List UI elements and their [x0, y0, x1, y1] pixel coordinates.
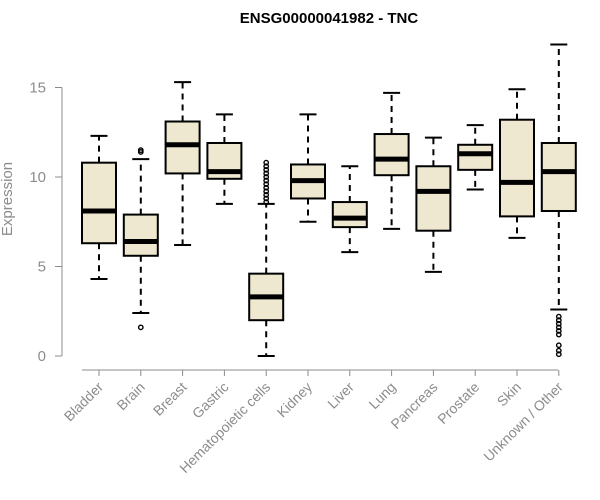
x-tick-label: Liver: [324, 379, 357, 412]
box-brain: [122, 147, 159, 331]
outlier-point: [555, 324, 562, 331]
outlier-point: [263, 199, 270, 205]
iqr-box: [164, 120, 201, 175]
y-axis-label: Expression: [0, 162, 16, 236]
x-tick-label: Brain: [113, 379, 147, 413]
axes: 0 5 10 15: [29, 80, 560, 376]
outlier-point: [263, 159, 270, 166]
outlier-point: [263, 184, 270, 191]
iqr-box: [415, 165, 452, 232]
outlier-point: [263, 177, 270, 184]
iqr-box: [457, 143, 494, 171]
outlier-point: [555, 317, 562, 324]
iqr-box: [373, 133, 410, 177]
outlier-point: [263, 191, 270, 198]
chart-title: ENSG00000041982 - TNC: [240, 10, 419, 27]
outlier-point: [263, 195, 270, 202]
outlier-point: [263, 163, 270, 170]
y-tick-label: 15: [29, 80, 46, 97]
outlier-point: [555, 313, 562, 320]
outlier-point: [555, 351, 562, 358]
boxes: [81, 43, 577, 358]
x-tick-label: Skin: [494, 379, 525, 410]
outlier-point: [137, 147, 144, 154]
x-tick-label: Unknown / Other: [480, 379, 566, 465]
box-unknown-other: [540, 43, 577, 358]
outlier-point: [137, 324, 144, 331]
box-pancreas: [415, 136, 452, 273]
outlier-point: [263, 188, 270, 195]
box-gastric: [206, 113, 243, 205]
box-bladder: [81, 134, 117, 281]
x-tick-label: Kidney: [274, 379, 316, 421]
iqr-box: [499, 118, 535, 218]
outlier-point: [263, 170, 270, 177]
box-breast: [164, 81, 201, 247]
outlier-point: [555, 328, 562, 334]
outlier-point: [263, 181, 270, 188]
box-prostate: [457, 124, 494, 191]
x-tick-label: Breast: [150, 379, 190, 419]
x-tick-label: Lung: [365, 379, 398, 412]
outlier-point: [555, 347, 562, 354]
outlier-point: [555, 342, 562, 349]
iqr-box: [81, 161, 117, 245]
x-tick-label: Bladder: [61, 379, 107, 425]
y-tick-label: 5: [38, 259, 46, 276]
box-liver: [331, 165, 368, 254]
box-skin: [499, 88, 535, 239]
outlier-point: [555, 331, 562, 338]
box-lung: [373, 91, 410, 230]
x-tick-label: Prostate: [434, 379, 482, 427]
iqr-box: [540, 141, 577, 213]
y-tick-label: 10: [29, 169, 46, 186]
box-hematopoietic-cells: [248, 159, 285, 357]
box-kidney: [290, 113, 326, 223]
y-tick-label: 0: [38, 348, 46, 365]
iqr-box: [331, 201, 368, 229]
outlier-point: [263, 166, 270, 173]
outlier-point: [555, 320, 562, 327]
iqr-box: [122, 213, 159, 257]
outlier-point: [263, 174, 270, 180]
